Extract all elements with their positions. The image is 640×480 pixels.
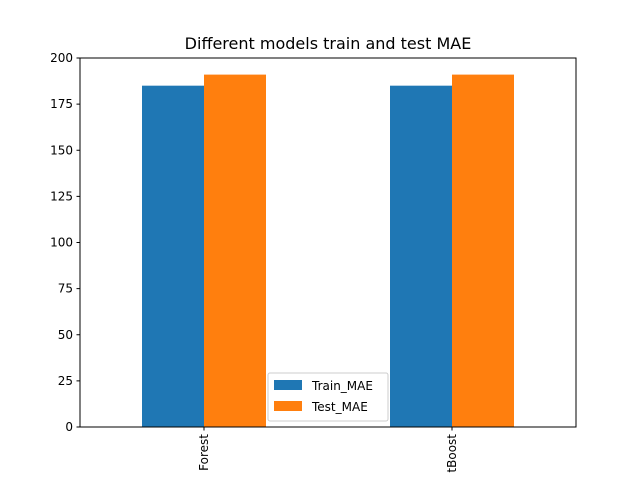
legend-swatch-train-mae — [274, 380, 302, 390]
x-axis: Forest tBoost — [197, 427, 459, 473]
chart-title: Different models train and test MAE — [185, 34, 472, 53]
legend-label-train-mae: Train_MAE — [311, 379, 373, 393]
legend-label-test-mae: Test_MAE — [311, 400, 368, 414]
legend-swatch-test-mae — [274, 401, 302, 411]
y-tick-label: 100 — [50, 236, 73, 250]
y-tick-label: 0 — [65, 420, 73, 434]
bar-test-mae-1 — [452, 74, 514, 428]
y-tick-label: 125 — [50, 189, 73, 203]
x-tick-label: Forest — [197, 434, 211, 471]
y-tick-label: 175 — [50, 97, 73, 111]
y-tick-label: 200 — [50, 51, 73, 65]
y-tick-label: 50 — [58, 328, 73, 342]
bars-group — [142, 74, 514, 428]
plot-area-frame — [79, 57, 577, 428]
x-tick-label: tBoost — [445, 434, 459, 473]
bar-train-mae-1 — [390, 85, 452, 428]
y-tick-label: 25 — [58, 374, 73, 388]
y-axis: 0 25 50 75 100 125 150 175 200 — [50, 51, 80, 434]
bar-train-mae-0 — [142, 85, 204, 428]
y-tick-label: 75 — [58, 282, 73, 296]
legend: Train_MAE Test_MAE — [267, 372, 389, 422]
bar-test-mae-0 — [204, 74, 266, 428]
y-tick-label: 150 — [50, 143, 73, 157]
